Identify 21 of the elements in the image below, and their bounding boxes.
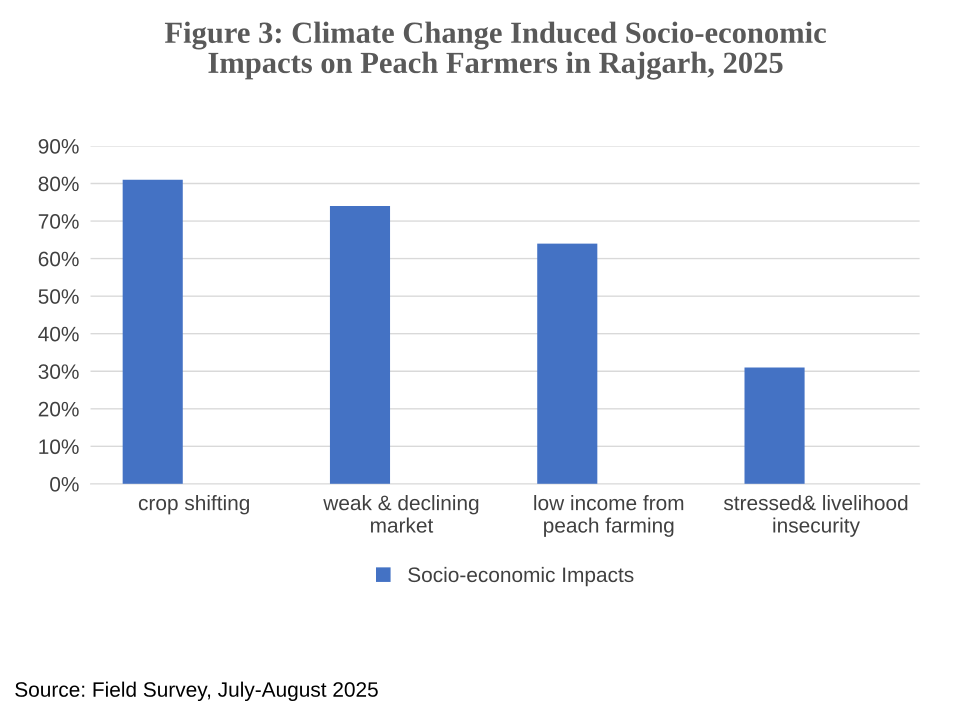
bar [744,367,805,484]
x-tick-label: low income from peach farming [534,495,684,537]
y-tick-label: 90% [38,138,79,154]
chart-title: Figure 3: Climate Change Induced Socio-economic Impacts on Peach Farmers in Rajgarh, 2025 [164,22,826,80]
bar [330,206,390,484]
x-tick-label: stressed& livelihood insecurity [724,495,908,537]
x-tick-label: crop shifting [138,495,249,514]
y-tick-label: 20% [38,402,79,417]
y-tick-label: 0% [50,476,79,492]
bar [537,244,598,484]
y-tick-label: 70% [38,214,79,229]
y-tick-label: 10% [39,439,79,454]
y-tick-label: 50% [38,289,79,304]
y-tick-label: 40% [38,326,79,342]
y-tick-label: 80% [38,176,79,192]
bar [122,180,183,484]
y-tick-label: 30% [38,364,79,379]
y-tick-label: 60% [38,252,79,266]
legend-label: Socio-economic Impacts [408,566,634,586]
x-tick-label: weak & declining market [323,495,478,533]
source-note: Source: Field Survey, July-August 2025 [15,682,378,702]
